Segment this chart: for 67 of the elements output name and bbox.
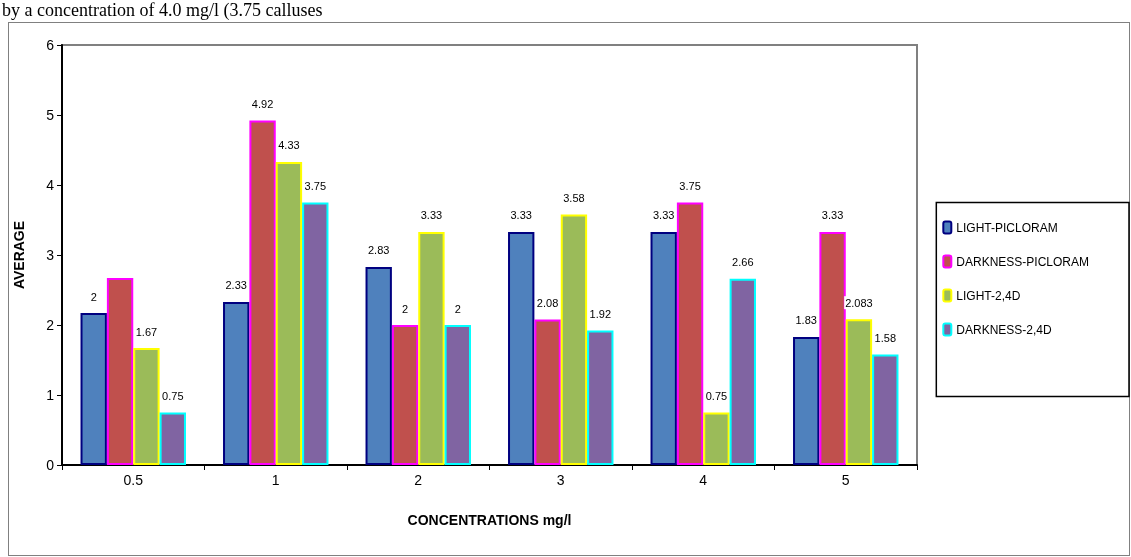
bar: [80, 313, 107, 465]
data-label: 3.75: [304, 180, 326, 192]
data-label: 3.33: [653, 209, 675, 222]
bar: [275, 161, 303, 465]
legend-label: LIGHT-PICLORAM: [956, 220, 1058, 235]
bar: [729, 278, 756, 465]
bar: [793, 336, 820, 465]
data-label: 0.75: [162, 390, 184, 402]
bar: [560, 214, 588, 465]
bar: [365, 266, 392, 465]
x-tick-label: 1: [271, 472, 280, 488]
bar: [159, 412, 186, 465]
y-tick-label: 2: [46, 317, 55, 333]
x-tick-label: 5: [841, 472, 850, 488]
data-label: 1.67: [135, 325, 158, 338]
data-label: 2: [90, 290, 97, 303]
text: by a concentration of 4.0 mg/l (3.75 calluses: [2, 0, 323, 20]
bar: [223, 301, 250, 465]
bar: [391, 325, 419, 465]
data-label: 4.92: [251, 98, 274, 111]
legend-label: DARKNESS-2,4D: [956, 322, 1052, 337]
y-tick-label: 6: [46, 37, 55, 53]
data-label: 2.083: [845, 296, 873, 309]
data-label: 2.83: [368, 244, 390, 257]
data-label: 1.58: [874, 331, 896, 344]
data-label: 0.75: [705, 390, 728, 402]
bar: [106, 278, 134, 465]
data-label: 4.33: [278, 139, 300, 152]
bar: [819, 231, 846, 465]
data-label: 3.33: [420, 209, 443, 222]
data-label: 3.75: [679, 180, 701, 192]
bar: [302, 202, 329, 465]
bar: [676, 202, 704, 465]
bar: [444, 325, 471, 465]
y-tick-label: 0: [46, 457, 55, 473]
bar: [133, 348, 160, 465]
bar: [872, 354, 899, 465]
x-tick-label: 4: [699, 472, 708, 488]
data-label: 1.92: [589, 308, 611, 321]
bar: [418, 231, 445, 465]
data-label: 3.58: [563, 191, 585, 204]
bar: [650, 231, 677, 465]
data-label: 2: [402, 302, 409, 315]
y-tick-label: 5: [46, 107, 55, 123]
bar: [508, 231, 535, 465]
data-label: 2.08: [536, 296, 559, 309]
data-label: 3.33: [821, 209, 844, 222]
y-axis-title: AVERAGE: [11, 220, 27, 290]
y-tick-label: 3: [46, 247, 55, 263]
bar: [534, 319, 561, 465]
data-label: 2.66: [732, 256, 754, 269]
bar: [845, 319, 873, 465]
bar: [587, 330, 614, 465]
data-label: 2.33: [225, 279, 247, 292]
data-label: 1.83: [795, 314, 817, 327]
x-tick-label: 3: [556, 472, 565, 488]
legend-label: DARKNESS-PICLORAM: [956, 254, 1090, 269]
data-label: 2: [454, 302, 461, 315]
y-tick-label: 1: [46, 387, 55, 403]
x-axis-title: CONCENTRATIONS mg/l: [407, 512, 572, 528]
y-tick-label: 4: [46, 177, 55, 193]
legend-label: LIGHT-2,4D: [956, 288, 1021, 303]
data-label: 3.33: [510, 209, 532, 222]
bar: [703, 412, 730, 465]
x-tick-label: 2: [414, 472, 423, 488]
x-tick-label: 0.5: [123, 472, 144, 488]
bar: [249, 120, 276, 465]
